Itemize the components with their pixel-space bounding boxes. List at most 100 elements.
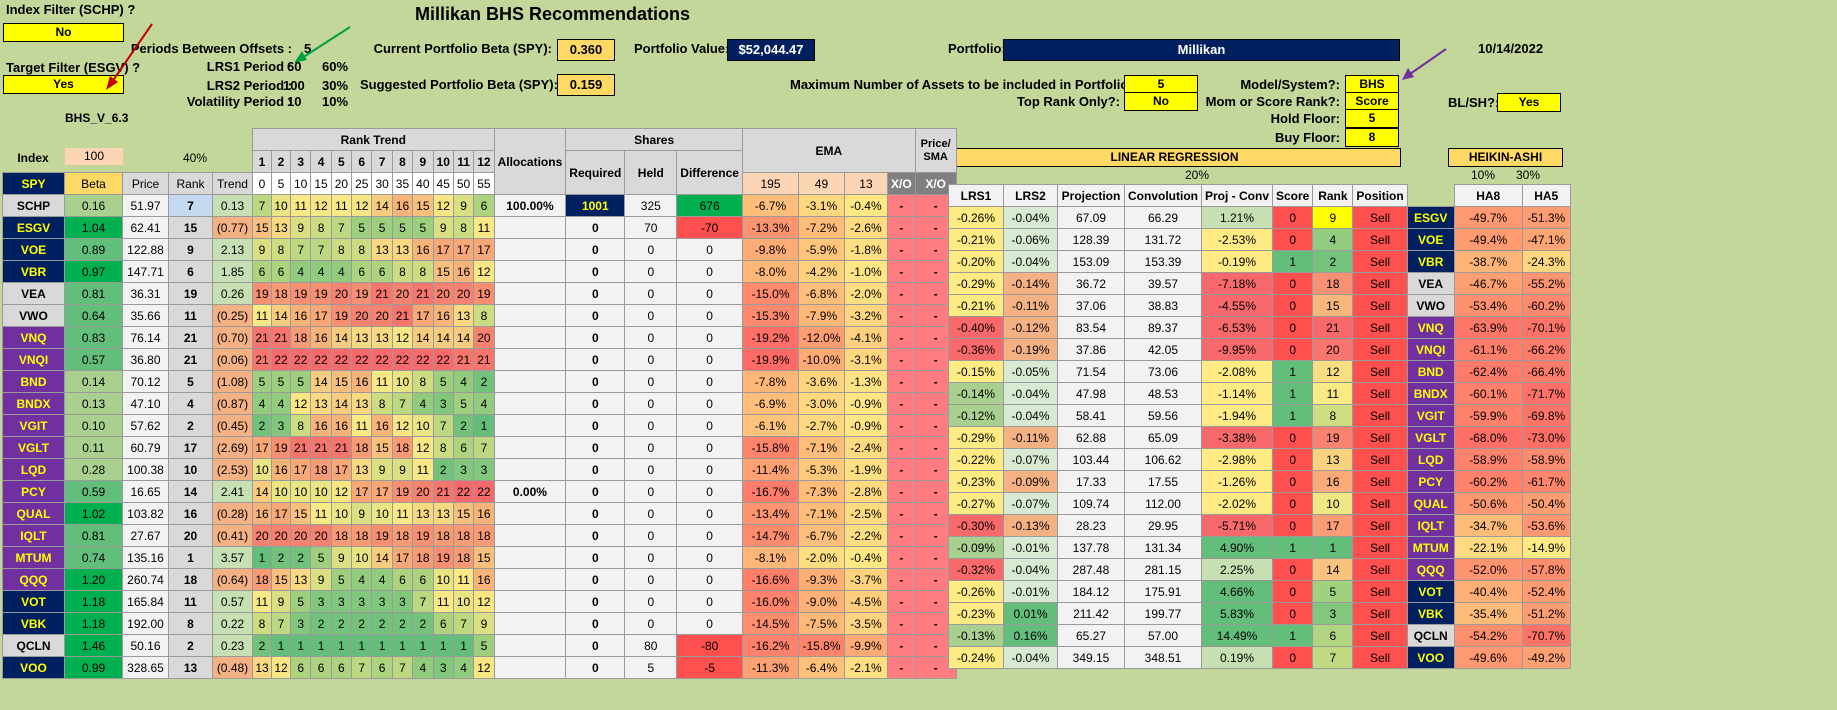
symbol-cell[interactable]: VOO — [1406, 646, 1455, 669]
rank-trend-cell: 6 — [432, 612, 454, 635]
symbol-cell[interactable]: ESGV — [2, 216, 65, 239]
ha5-cell: -70.7% — [1521, 624, 1571, 647]
mom-score-value[interactable]: Score — [1345, 92, 1399, 111]
symbol-cell[interactable]: MTUM — [2, 546, 65, 569]
symbol-cell[interactable]: VWO — [1406, 294, 1455, 317]
symbol-cell[interactable]: LQD — [2, 458, 65, 481]
ema-cell: -2.7% — [797, 414, 845, 437]
symbol-cell[interactable]: VGLT — [2, 436, 65, 459]
rank-trend-cell: 5 — [289, 370, 312, 393]
symbol-cell[interactable]: BND — [2, 370, 65, 393]
rank-cell: 4 — [168, 392, 213, 415]
rank-trend-cell: 16 — [391, 194, 414, 217]
blsh-value[interactable]: Yes — [1497, 93, 1561, 112]
symbol-cell[interactable]: VNQI — [2, 348, 65, 371]
symbol-cell[interactable]: LQD — [1406, 448, 1455, 471]
top-rank-label: Top Rank Only?: — [1016, 94, 1120, 109]
rank-trend-cell: 6 — [452, 436, 475, 459]
symbol-cell[interactable]: BND — [1406, 360, 1455, 383]
symbol-cell[interactable]: MTUM — [1406, 536, 1455, 559]
ha5-cell: -24.3% — [1521, 250, 1571, 273]
symbol-cell[interactable]: VOE — [1406, 228, 1455, 251]
position-cell: Sell — [1352, 206, 1408, 229]
rank-trend-cell: 8 — [330, 238, 353, 261]
rank-trend-cell: 15 — [432, 260, 454, 283]
ha8-cell: -62.4% — [1453, 360, 1523, 383]
score-cell: 0 — [1271, 646, 1314, 669]
rank-trend-cell: 2 — [289, 546, 312, 569]
symbol-cell[interactable]: SCHP — [2, 194, 65, 217]
symbol-cell[interactable]: QQQ — [2, 568, 65, 591]
symbol-cell[interactable]: VBK — [1406, 602, 1455, 625]
lrs2-cell: -0.13% — [1003, 514, 1058, 537]
symbol-cell[interactable]: QUAL — [1406, 492, 1455, 515]
ema-cell: -10.0% — [797, 348, 845, 371]
top-rank-value[interactable]: No — [1124, 92, 1198, 111]
portfolio-name[interactable]: Millikan — [1003, 39, 1400, 61]
convolution-cell: 175.91 — [1124, 580, 1202, 603]
table-row: SCHP 0.16 51.97 7 0.13 7 10 11 12 11 12 14 16 15 12 9 6 1… — [2, 194, 957, 217]
rank-trend-offset: 25 — [351, 172, 373, 195]
rank-trend-cell: 17 — [452, 238, 475, 261]
symbol-cell[interactable]: QCLN — [2, 634, 65, 657]
symbol-cell[interactable]: BNDX — [1406, 382, 1455, 405]
projection-cell: 128.39 — [1057, 228, 1125, 251]
symbol-cell[interactable]: PCY — [1406, 470, 1455, 493]
rank-trend-cell: 7 — [432, 414, 454, 437]
table-row: -0.15% -0.05% 71.54 73.06 -2.08% 1 12 Sell BND -6… — [948, 360, 1571, 383]
symbol-cell[interactable]: VOT — [1406, 580, 1455, 603]
symbol-cell[interactable]: VEA — [2, 282, 65, 305]
rank-trend-cell: 16 — [289, 304, 312, 327]
rank-trend-cell: 16 — [310, 414, 332, 437]
hold-floor-value[interactable]: 5 — [1345, 109, 1399, 128]
symbol-cell[interactable]: QQQ — [1406, 558, 1455, 581]
rank-trend-cell: 19 — [310, 282, 332, 305]
ha5-cell: -73.0% — [1521, 426, 1571, 449]
price-cell: 50.16 — [122, 634, 169, 657]
rank-trend-cell: 1 — [271, 634, 291, 657]
table-row: -0.21% -0.11% 37.06 38.83 -4.55% 0 15 Sell VWO -5… — [948, 294, 1571, 317]
symbol-cell[interactable]: VGIT — [1406, 404, 1455, 427]
difference-cell: -70 — [676, 216, 743, 239]
ema-cell: -0.4% — [843, 546, 888, 569]
rank-trend-cell: 15 — [371, 436, 393, 459]
symbol-cell[interactable]: VOE — [2, 238, 65, 261]
score-cell: 0 — [1271, 602, 1314, 625]
symbol-cell[interactable]: PCY — [2, 480, 65, 503]
rank2-cell: 10 — [1312, 492, 1354, 515]
rank-trend-cell: 8 — [271, 238, 291, 261]
symbol-cell[interactable]: VBK — [2, 612, 65, 635]
model-value[interactable]: BHS — [1345, 75, 1399, 94]
symbol-cell[interactable]: VWO — [2, 304, 65, 327]
lrs1-cell: -0.40% — [948, 316, 1004, 339]
symbol-cell[interactable]: QCLN — [1406, 624, 1455, 647]
target-filter-value[interactable]: Yes — [3, 75, 124, 94]
symbol-cell[interactable]: IQLT — [1406, 514, 1455, 537]
symbol-cell[interactable]: BNDX — [2, 392, 65, 415]
symbol-cell[interactable]: VGLT — [1406, 426, 1455, 449]
beta-cell: 0.74 — [64, 546, 123, 569]
symbol-cell[interactable]: QUAL — [2, 502, 65, 525]
ha5-cell: -50.4% — [1521, 492, 1571, 515]
rank-trend-cell: 20 — [432, 282, 454, 305]
symbol-cell[interactable]: VNQ — [2, 326, 65, 349]
symbol-cell[interactable]: VEA — [1406, 272, 1455, 295]
rank-trend-cell: 10 — [330, 502, 353, 525]
index-filter-value[interactable]: No — [3, 23, 124, 42]
symbol-cell[interactable]: VGIT — [2, 414, 65, 437]
symbol-cell[interactable]: VBR — [2, 260, 65, 283]
symbol-cell[interactable]: VOO — [2, 656, 65, 679]
symbol-cell[interactable]: ESGV — [1406, 206, 1455, 229]
symbol-cell[interactable]: VBR — [1406, 250, 1455, 273]
symbol-cell[interactable]: VNQ — [1406, 316, 1455, 339]
rank-cell: 6 — [168, 260, 213, 283]
index-weight: 40% — [182, 151, 208, 165]
rank-trend-cell: 1 — [310, 634, 332, 657]
symbol-cell[interactable]: VOT — [2, 590, 65, 613]
symbol-cell[interactable]: VNQI — [1406, 338, 1455, 361]
buy-floor-value[interactable]: 8 — [1345, 128, 1399, 147]
table-row: QCLN 1.46 50.16 2 0.23 2 1 1 1 1 1 1 1 1 1 1 5 0 80 -80 -16.… — [2, 634, 957, 657]
rank-trend-cell: 8 — [289, 414, 312, 437]
xo-cell: - — [886, 326, 916, 349]
symbol-cell[interactable]: IQLT — [2, 524, 65, 547]
